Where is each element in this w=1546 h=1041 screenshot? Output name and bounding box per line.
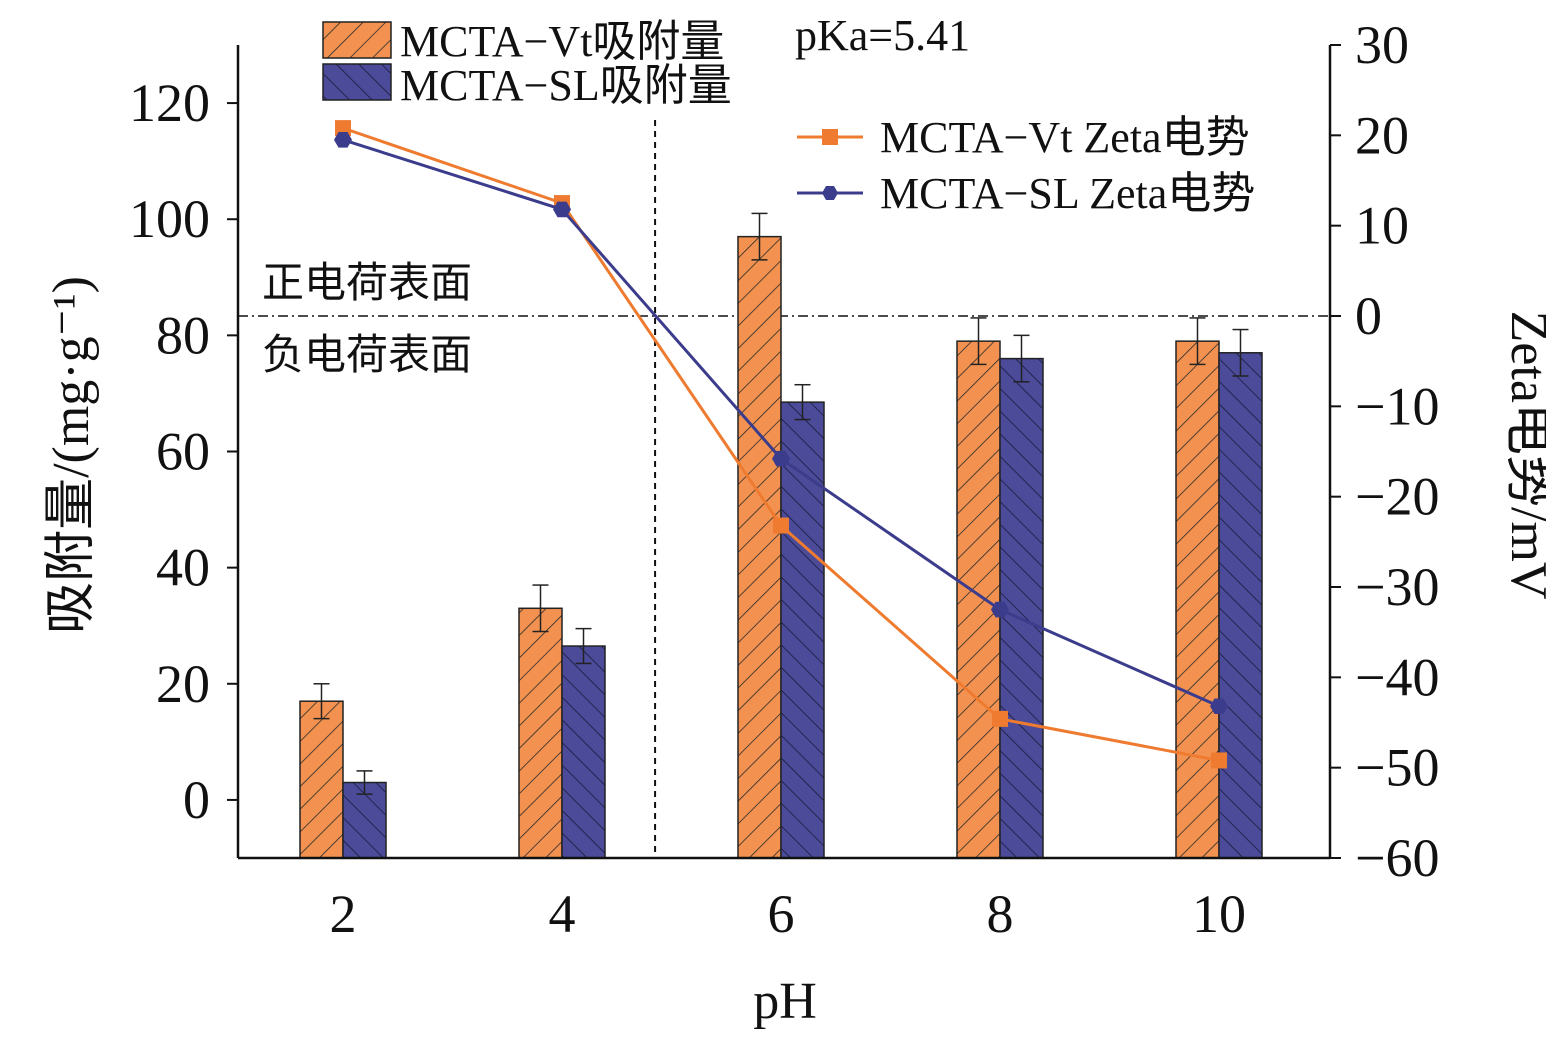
- legend-swatch-vt: [322, 21, 392, 59]
- errorbar-sl-8: [1013, 334, 1030, 383]
- y-left-tick-label: 20: [156, 654, 210, 714]
- error-bars-group: [313, 212, 1249, 795]
- bar-vt-adsorption-6: [737, 235, 782, 859]
- y-left-tick-label: 60: [156, 422, 210, 482]
- bar-legend: MCTA−Vt吸附量 MCTA−SL吸附量: [322, 17, 732, 110]
- errorbar-sl-6: [794, 383, 811, 421]
- x-axis-title: pH: [753, 973, 817, 1030]
- legend-swatch-sl: [322, 63, 392, 101]
- legend-marker-sl: [822, 186, 838, 200]
- line-legend: MCTA−Vt Zeta电势 MCTA−SL Zeta电势: [797, 113, 1255, 218]
- bar-vt-adsorption-10: [1175, 340, 1220, 859]
- bar-vt-adsorption-2: [299, 700, 344, 859]
- y-left-tick-label: 120: [129, 73, 210, 133]
- x-tick-label: 8: [987, 884, 1014, 944]
- y-left-tick-label: 0: [183, 770, 210, 830]
- bar-sl-adsorption-10: [1218, 352, 1263, 859]
- zeta-point-sl-2: [334, 132, 352, 148]
- bar-vt-adsorption-4: [518, 607, 563, 859]
- legend-label-sl-adsorption: MCTA−SL吸附量: [400, 61, 732, 110]
- y-right-tick-label: 0: [1355, 286, 1382, 346]
- zeta-point-sl-8: [991, 601, 1009, 618]
- y-axis-right-title: Zeta电势/mV: [1500, 311, 1546, 600]
- tick-labels-group: 0 20 40 60 80 100 120 −60 −50 −40 −30 −20 −10 0 10 20 30…: [129, 15, 1439, 944]
- zeta-point-sl-4: [553, 201, 571, 218]
- negative-surface-label: 负电荷表面: [262, 333, 472, 379]
- zeta-point-vt-6: [773, 517, 789, 534]
- bar-sl-adsorption-4: [561, 645, 606, 859]
- errorbar-sl-2: [356, 770, 373, 795]
- legend-label-vt-adsorption: MCTA−Vt吸附量: [400, 17, 724, 66]
- y-right-tick-label: −30: [1355, 557, 1439, 617]
- y-axis-left-title: 吸附量/(mg·g⁻¹): [43, 276, 100, 634]
- zeta-point-vt-8: [992, 710, 1008, 727]
- x-tick-label: 10: [1192, 884, 1246, 944]
- y-left-tick-label: 100: [129, 189, 210, 249]
- zeta-lines-group: [334, 120, 1228, 769]
- axes-group: [227, 44, 1341, 860]
- errorbar-vt-4: [532, 584, 549, 633]
- y-right-tick-label: −10: [1355, 376, 1439, 436]
- bar-vt-adsorption-8: [956, 340, 1001, 859]
- x-tick-label: 2: [330, 884, 357, 944]
- y-right-tick-label: −50: [1355, 738, 1439, 798]
- zeta-point-vt-10: [1211, 752, 1227, 769]
- y-left-tick-label: 40: [156, 538, 210, 598]
- zeta-point-sl-6: [772, 450, 790, 467]
- legend-label-vt-zeta: MCTA−Vt Zeta电势: [880, 113, 1250, 162]
- errorbar-sl-10: [1232, 328, 1249, 377]
- y-right-tick-label: −20: [1355, 467, 1439, 527]
- pka-annotation: pKa=5.41: [795, 11, 970, 60]
- bar-sl-adsorption-6: [780, 401, 825, 859]
- legend-label-sl-zeta: MCTA−SL Zeta电势: [880, 169, 1255, 218]
- positive-surface-label: 正电荷表面: [262, 261, 472, 307]
- x-tick-label: 4: [549, 884, 576, 944]
- errorbar-vt-10: [1189, 317, 1206, 366]
- y-right-tick-label: −60: [1355, 828, 1439, 888]
- y-right-tick-label: 30: [1355, 15, 1409, 75]
- reference-lines: [238, 120, 1330, 858]
- y-right-tick-label: 10: [1355, 196, 1409, 256]
- y-right-tick-label: 20: [1355, 105, 1409, 165]
- errorbar-sl-4: [575, 627, 592, 665]
- errorbar-vt-2: [313, 683, 330, 720]
- errorbar-vt-8: [970, 317, 987, 366]
- legend-marker-vt: [822, 129, 838, 145]
- zeta-point-sl-10: [1210, 698, 1228, 715]
- y-left-tick-label: 80: [156, 305, 210, 365]
- y-right-tick-label: −40: [1355, 647, 1439, 707]
- bars-group: [299, 235, 1263, 859]
- errorbar-vt-6: [751, 212, 768, 261]
- x-tick-label: 6: [768, 884, 795, 944]
